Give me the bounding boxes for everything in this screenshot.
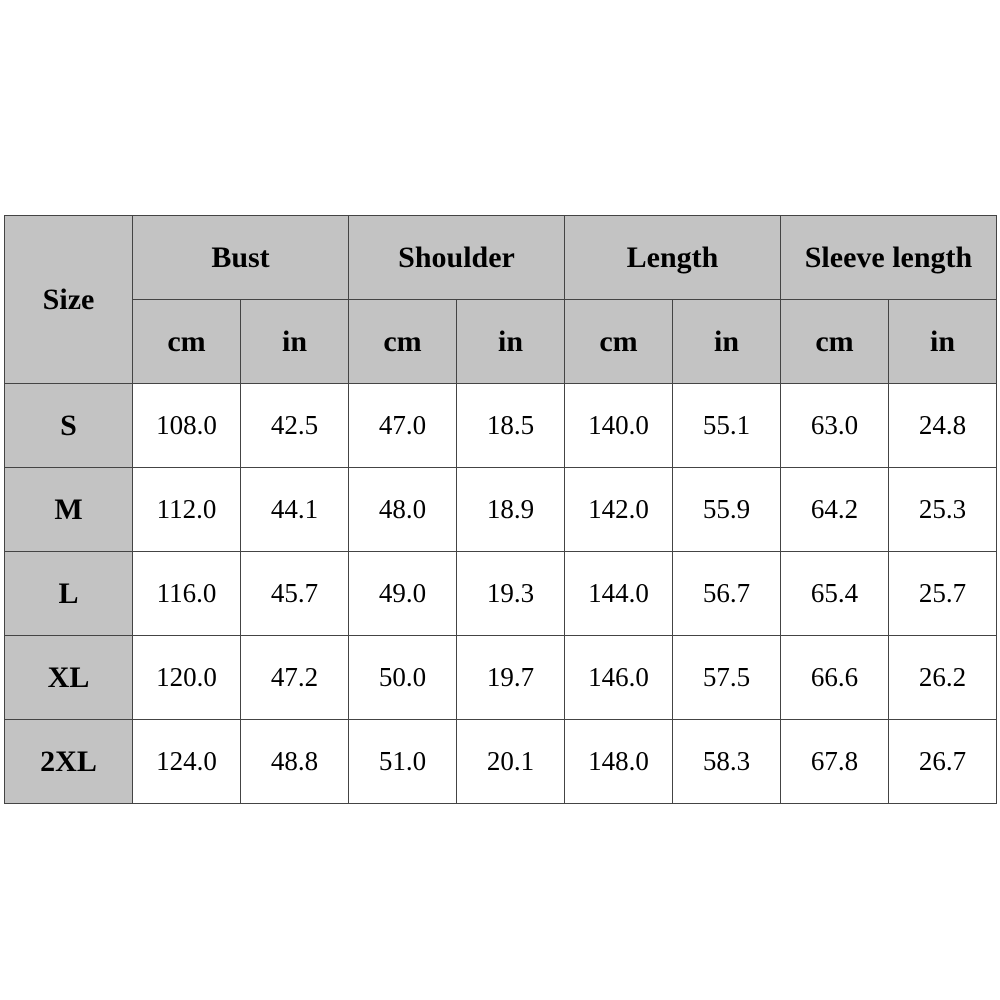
unit-header: in [456, 299, 565, 384]
value-cell: 25.7 [888, 551, 997, 636]
value-cell: 57.5 [672, 635, 781, 720]
unit-header: cm [564, 299, 673, 384]
value-cell: 47.0 [348, 383, 457, 468]
value-cell: 146.0 [564, 635, 673, 720]
value-cell: 63.0 [780, 383, 889, 468]
value-cell: 116.0 [132, 551, 241, 636]
value-cell: 47.2 [240, 635, 349, 720]
table-row: S 108.0 42.5 47.0 18.5 140.0 55.1 63.0 24.8 [4, 383, 997, 468]
value-cell: 148.0 [564, 719, 673, 804]
size-cell: 2XL [4, 719, 133, 804]
value-cell: 20.1 [456, 719, 565, 804]
value-cell: 55.9 [672, 467, 781, 552]
value-cell: 51.0 [348, 719, 457, 804]
group-header-length: Length [564, 215, 781, 300]
size-cell: M [4, 467, 133, 552]
value-cell: 120.0 [132, 635, 241, 720]
value-cell: 55.1 [672, 383, 781, 468]
value-cell: 67.8 [780, 719, 889, 804]
value-cell: 18.5 [456, 383, 565, 468]
value-cell: 48.8 [240, 719, 349, 804]
unit-header: cm [132, 299, 241, 384]
value-cell: 64.2 [780, 467, 889, 552]
value-cell: 19.7 [456, 635, 565, 720]
group-header-bust: Bust [132, 215, 349, 300]
value-cell: 144.0 [564, 551, 673, 636]
unit-header: in [672, 299, 781, 384]
value-cell: 58.3 [672, 719, 781, 804]
value-cell: 42.5 [240, 383, 349, 468]
group-header-shoulder: Shoulder [348, 215, 565, 300]
table-row: 2XL 124.0 48.8 51.0 20.1 148.0 58.3 67.8 26.7 [4, 719, 997, 804]
size-chart-table: Size Bust Shoulder Length Sleeve length … [4, 215, 997, 804]
table-row: XL 120.0 47.2 50.0 19.7 146.0 57.5 66.6 26.2 [4, 635, 997, 720]
value-cell: 140.0 [564, 383, 673, 468]
value-cell: 44.1 [240, 467, 349, 552]
table-row: L 116.0 45.7 49.0 19.3 144.0 56.7 65.4 25.7 [4, 551, 997, 636]
value-cell: 66.6 [780, 635, 889, 720]
size-header: Size [4, 215, 133, 384]
unit-header: cm [348, 299, 457, 384]
value-cell: 49.0 [348, 551, 457, 636]
value-cell: 124.0 [132, 719, 241, 804]
unit-header: cm [780, 299, 889, 384]
value-cell: 45.7 [240, 551, 349, 636]
unit-header: in [888, 299, 997, 384]
unit-header: in [240, 299, 349, 384]
size-cell: XL [4, 635, 133, 720]
value-cell: 25.3 [888, 467, 997, 552]
value-cell: 24.8 [888, 383, 997, 468]
value-cell: 108.0 [132, 383, 241, 468]
size-cell: S [4, 383, 133, 468]
value-cell: 26.2 [888, 635, 997, 720]
value-cell: 112.0 [132, 467, 241, 552]
value-cell: 56.7 [672, 551, 781, 636]
value-cell: 18.9 [456, 467, 565, 552]
value-cell: 50.0 [348, 635, 457, 720]
value-cell: 48.0 [348, 467, 457, 552]
value-cell: 65.4 [780, 551, 889, 636]
value-cell: 26.7 [888, 719, 997, 804]
group-header-sleeve-length: Sleeve length [780, 215, 997, 300]
value-cell: 142.0 [564, 467, 673, 552]
table-row: M 112.0 44.1 48.0 18.9 142.0 55.9 64.2 25.3 [4, 467, 997, 552]
size-cell: L [4, 551, 133, 636]
value-cell: 19.3 [456, 551, 565, 636]
